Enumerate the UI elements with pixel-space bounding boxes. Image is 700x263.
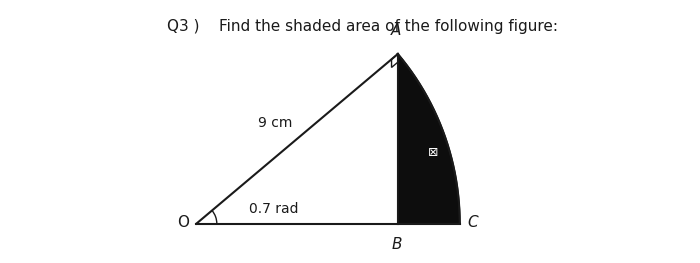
Polygon shape: [398, 54, 460, 224]
Text: A: A: [391, 23, 402, 38]
Text: B: B: [391, 237, 402, 252]
Text: Q3 )    Find the shaded area of the following figure:: Q3 ) Find the shaded area of the followi…: [167, 19, 558, 34]
Text: O: O: [177, 215, 189, 230]
Text: C: C: [468, 215, 478, 230]
Text: 9 cm: 9 cm: [258, 116, 293, 130]
Text: ⊠: ⊠: [428, 146, 439, 159]
Text: 0.7 rad: 0.7 rad: [249, 202, 298, 216]
